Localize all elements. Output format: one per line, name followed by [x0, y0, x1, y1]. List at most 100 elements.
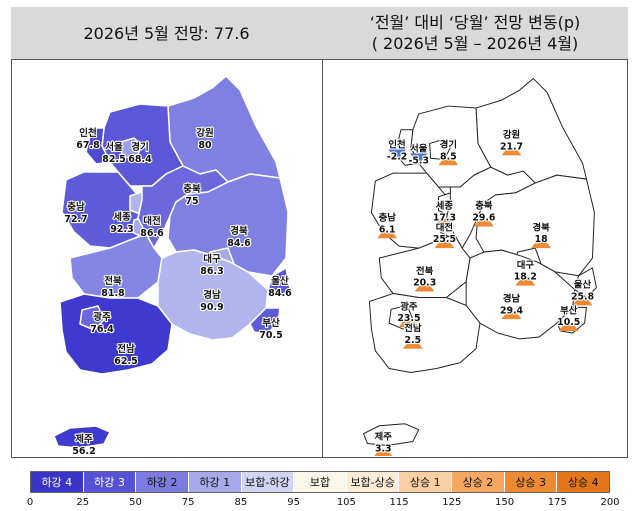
region-name-label: 경기	[131, 141, 148, 153]
region-name-label: 제주	[375, 431, 393, 443]
increase-marker	[402, 340, 423, 349]
outline-seoul	[429, 139, 451, 160]
region-name-label: 강원	[196, 127, 213, 139]
region-change-label: 18	[535, 234, 548, 245]
region-name-label: 경기	[440, 139, 457, 151]
region-jeju	[53, 425, 111, 449]
legend-tick: 105	[336, 497, 356, 508]
region-value-label: 84.6	[268, 288, 292, 299]
region-name-label: 제주	[75, 433, 93, 445]
legend-bar: 하강 4 하강 3 하강 2 하강 1 보합-하강 보합 보합-상승 상승 1 상승 2 상승 3…	[30, 471, 610, 493]
region-change-label: 6.1	[379, 224, 396, 235]
region-ulsan	[267, 267, 291, 299]
region-name-label: 울산	[574, 279, 592, 291]
region-name-label: 세종	[113, 211, 131, 223]
region-value-label: 76.4	[90, 324, 114, 335]
region-name-label: 인천	[79, 128, 96, 139]
increase-marker	[572, 297, 593, 306]
legend-category: 상승 4	[557, 472, 610, 492]
increase-marker	[501, 311, 522, 320]
region-value-label: 92.3	[110, 224, 133, 235]
legend-category: 보합-상승	[346, 472, 400, 492]
region-change-label: 3.3	[375, 443, 392, 454]
region-name-label: 충북	[475, 200, 493, 212]
outline-jeju	[363, 423, 420, 446]
region-name-label: 충북	[183, 183, 201, 195]
legend-category: 상승 3	[504, 472, 558, 492]
region-value-label: 68.4	[128, 154, 152, 165]
legend-tick: 200	[600, 497, 620, 508]
legend-category: 상승 2	[452, 472, 505, 492]
increase-marker	[374, 449, 393, 456]
region-change-label: 25.5	[433, 234, 456, 245]
increase-marker	[558, 323, 579, 332]
region-value-label: 75	[185, 196, 198, 207]
outline-jeonnam	[368, 293, 481, 373]
legend-category: 보합	[294, 472, 347, 492]
increase-marker	[531, 240, 551, 249]
region-change-label: 29.4	[500, 305, 524, 316]
legend-tick: 50	[129, 497, 142, 508]
increase-marker	[399, 319, 419, 328]
legend-tick: 115	[389, 497, 409, 508]
legend-tick: 75	[181, 497, 195, 508]
region-value-label: 81.8	[101, 288, 125, 299]
region-value-label: 62.5	[114, 356, 137, 367]
right-panel-title-line2: ( 2026년 5월 – 2026년 4월)	[371, 34, 579, 53]
region-value-label: 90.9	[200, 302, 223, 313]
legend-tick: 85	[234, 497, 248, 508]
legend-category: 하강 3	[83, 472, 137, 492]
increase-marker	[515, 277, 536, 286]
legend-category: 보합-하강	[241, 472, 295, 492]
legend-category: 하강 2	[136, 472, 189, 492]
region-busan	[249, 307, 281, 335]
region-value-label: 67.8	[76, 140, 100, 151]
region-name-label: 대전	[436, 221, 453, 233]
increase-marker	[414, 283, 435, 292]
region-name-label: 대구	[203, 253, 221, 265]
legend-tick: 25	[76, 497, 90, 508]
region-name-label: 인천	[388, 140, 405, 151]
region-change-label: 20.3	[413, 278, 436, 289]
region-name-label: 강원	[503, 129, 520, 141]
increase-marker	[474, 218, 494, 227]
region-name-label: 전남	[404, 322, 422, 334]
region-value-label: 86.3	[200, 266, 223, 277]
region-name-label: 서울	[410, 142, 428, 154]
legend-category: 하강 1	[188, 472, 242, 492]
decrease-marker	[388, 149, 406, 161]
region-name-label: 전북	[416, 265, 434, 277]
region-incheon	[85, 127, 111, 165]
outline-ulsan	[574, 267, 597, 298]
increase-marker	[438, 157, 459, 166]
legend-tick: 150	[494, 497, 515, 508]
legend-tick: 95	[287, 497, 300, 508]
region-name-label: 세종	[436, 200, 454, 212]
region-name-label: 전남	[117, 343, 135, 355]
region-value-label: 70.5	[259, 330, 282, 341]
region-change-label: 23.5	[397, 313, 420, 324]
region-name-label: 전북	[104, 275, 122, 287]
right-panel-header: ‘전월’ 대비 ‘당월’ 전망 변동(p) ( 2026년 5월 – 2026년…	[322, 7, 628, 60]
increase-marker	[434, 218, 455, 227]
left-panel-title: 2026년 5월 전망: 77.6	[83, 23, 250, 43]
region-name-label: 서울	[105, 141, 123, 153]
region-change-label: 10.5	[557, 317, 580, 328]
region-name-label: 경북	[230, 225, 248, 237]
region-change-label: 8.5	[440, 151, 457, 162]
region-change-label: 29.6	[472, 213, 496, 224]
legend-category: 상승 1	[399, 472, 453, 492]
legend-tick: 175	[547, 497, 567, 508]
region-name-label: 부산	[262, 317, 280, 329]
panel-divider	[322, 7, 323, 458]
region-value-label: 80	[198, 140, 212, 151]
region-change-label: -2.2	[387, 151, 407, 162]
region-value-label: 86.6	[140, 228, 164, 239]
region-name-label: 대전	[143, 215, 160, 227]
increase-marker	[377, 230, 398, 239]
region-value-label: 82.5	[102, 154, 125, 165]
legend-tick: 125	[442, 497, 462, 508]
region-value-label: 56.2	[72, 446, 95, 456]
